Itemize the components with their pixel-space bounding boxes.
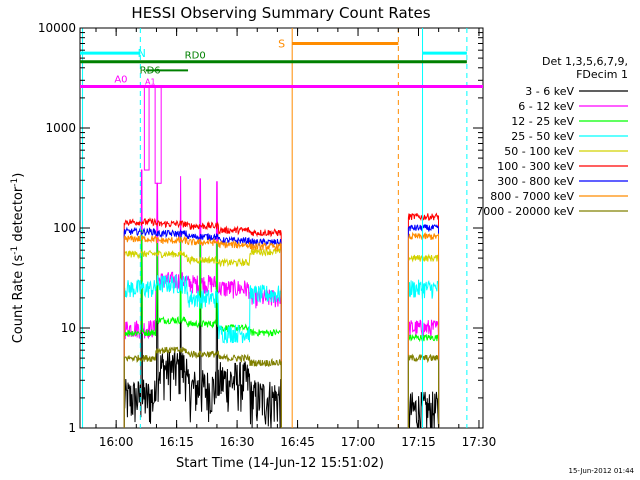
series-line-4 — [123, 274, 440, 429]
status-bar-layer: N S RD0 RD6 A0 A1 — [80, 37, 483, 184]
rdb-label: RD0 — [185, 51, 206, 62]
x-tick-label: 17:15 — [401, 435, 436, 449]
x-axis-label: Start Time (14-Jun-12 15:51:02) — [176, 456, 384, 471]
x-tick-label: 17:30 — [462, 435, 497, 449]
series-line-1 — [123, 229, 440, 429]
series-line-8 — [123, 231, 440, 429]
tick-layer: 16:00 16:15 16:30 16:45 17:00 17:15 17:30 1 10 10… — [38, 21, 496, 449]
x-tick-label: 16:45 — [280, 435, 315, 449]
chart-title: HESSI Observing Summary Count Rates — [131, 4, 430, 22]
y-tick-label: 1000 — [45, 121, 76, 135]
legend: Det 1,3,5,6,7,9, FDecim 1 3 - 6 keV 6 - 1… — [476, 55, 628, 218]
legend-label-7: 300 - 800 keV — [497, 175, 574, 188]
night-label: N — [138, 47, 146, 60]
attenuator-box-1 — [143, 86, 150, 171]
attenuator-box-2 — [154, 86, 162, 184]
legend-label-5: 50 - 100 keV — [504, 145, 574, 158]
legend-label-9: 7000 - 20000 keV — [476, 205, 574, 218]
y-label-sup: -1 — [10, 178, 20, 187]
svg-text:Count Rate (s-1 detector-1): Count Rate (s-1 detector-1) — [10, 173, 26, 344]
legend-label-2: 6 - 12 keV — [518, 100, 574, 113]
footer-date: 15-Jun-2012 01:44 — [569, 467, 635, 475]
legend-label-1: 3 - 6 keV — [525, 85, 574, 98]
series-line-5 — [123, 246, 440, 429]
series-line-6 — [123, 212, 440, 429]
plot-area: N S RD0 RD6 A0 A1 16:00 16:15 16:30 16:45 17:00 17… — [38, 21, 496, 449]
series-line-3 — [123, 229, 440, 429]
x-tick-label: 16:30 — [220, 435, 255, 449]
attenuator-label: A0 — [114, 75, 127, 86]
legend-label-4: 25 - 50 keV — [511, 130, 574, 143]
saa-label: S — [278, 37, 285, 50]
series-line-9 — [123, 346, 440, 429]
y-tick-label: 10000 — [38, 21, 76, 35]
rdb-sub-label: RD6 — [140, 65, 161, 76]
y-tick-label: 100 — [53, 221, 76, 235]
legend-rows: 3 - 6 keV 6 - 12 keV 12 - 25 keV 25 - 50 ke… — [476, 85, 628, 218]
y-label-part: Count Rate (s — [11, 255, 26, 344]
x-tick-label: 16:15 — [159, 435, 194, 449]
attenuator-small-label: A1 — [145, 78, 156, 87]
legend-label-6: 100 - 300 keV — [497, 160, 574, 173]
series-layer — [123, 169, 440, 429]
x-tick-label: 17:00 — [341, 435, 376, 449]
legend-label-8: 800 - 7000 keV — [490, 190, 574, 203]
y-label-sup: -1 — [10, 246, 20, 255]
y-axis-label: Count Rate (s-1 detector-1) — [10, 173, 26, 344]
legend-title-2: FDecim 1 — [576, 68, 628, 81]
y-tick-label: 10 — [61, 321, 76, 335]
y-label-part: ) — [11, 173, 26, 178]
y-tick-label: 1 — [68, 421, 76, 435]
x-tick-label: 16:00 — [99, 435, 134, 449]
y-label-part: detector — [11, 186, 26, 246]
legend-label-3: 12 - 25 keV — [511, 115, 574, 128]
marker-layer — [82, 28, 468, 428]
legend-title-1: Det 1,3,5,6,7,9, — [542, 55, 628, 68]
